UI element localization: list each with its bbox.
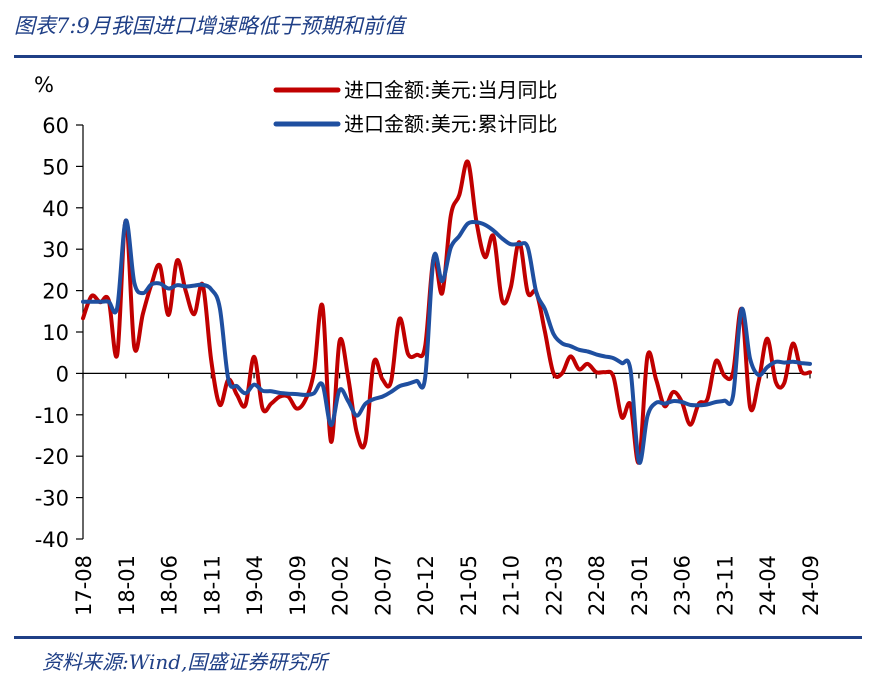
- x-tick-label: 17-08: [72, 555, 96, 616]
- y-tick-label: 10: [42, 321, 69, 345]
- title-rule: [14, 55, 862, 58]
- legend: 进口金额:美元:当月同比 进口金额:美元:累计同比: [273, 78, 557, 136]
- y-tick-label: 60: [42, 114, 69, 138]
- series-line-cumulative: [81, 218, 812, 465]
- y-tick-label: 50: [42, 155, 69, 179]
- x-tick-label: 23-11: [713, 555, 737, 616]
- footer-rule: [14, 636, 862, 639]
- series-lines: [81, 159, 812, 465]
- x-tick-label: 20-12: [414, 555, 438, 616]
- x-tick-label: 24-04: [756, 555, 780, 616]
- y-tick-label: 0: [56, 362, 69, 386]
- source-note: 资料来源:Wind,国盛证券研究所: [42, 650, 328, 674]
- legend-label-cumulative: 进口金额:美元:累计同比: [344, 112, 557, 136]
- x-tick-label: 20-07: [371, 555, 395, 616]
- y-tick-label: 40: [42, 197, 69, 221]
- legend-label-monthly: 进口金额:美元:当月同比: [344, 78, 557, 102]
- x-tick-label: 20-02: [329, 555, 353, 616]
- x-tick-label: 23-06: [671, 555, 695, 616]
- x-tick-label: 18-06: [158, 555, 182, 616]
- y-tick-label: 30: [42, 238, 69, 262]
- chart-title: 图表7:9月我国进口增速略低于预期和前值: [14, 14, 405, 38]
- x-axis: 17-08 18-01 18-06 18-11 19-04 19-09 20-02 20-07…: [72, 372, 823, 616]
- y-tick-label: -40: [35, 528, 69, 552]
- x-tick-label: 19-04: [243, 555, 267, 616]
- x-tick-label: 24-09: [799, 555, 823, 616]
- x-tick-label: 18-01: [115, 555, 139, 616]
- y-tick-label: -10: [35, 404, 69, 428]
- x-tick-label: 18-11: [200, 555, 224, 616]
- x-tick-label: 22-08: [585, 555, 609, 616]
- y-tick-label: -30: [35, 487, 69, 511]
- line-chart: % 60 50 40 30 20 10 0 -10 -20 -30 -40 17-08 18-01 18…: [34, 73, 823, 616]
- x-tick-label: 23-01: [628, 555, 652, 616]
- x-tick-label: 22-03: [542, 555, 566, 616]
- y-axis-unit-label: %: [34, 73, 54, 97]
- x-tick-label: 21-05: [457, 555, 481, 616]
- x-tick-label: 21-10: [500, 555, 524, 616]
- series-line-monthly: [81, 159, 812, 465]
- y-axis: 60 50 40 30 20 10 0 -10 -20 -30 -40: [35, 114, 84, 552]
- y-tick-label: -20: [35, 445, 69, 469]
- x-tick-label: 19-09: [286, 555, 310, 616]
- y-tick-label: 20: [42, 280, 69, 304]
